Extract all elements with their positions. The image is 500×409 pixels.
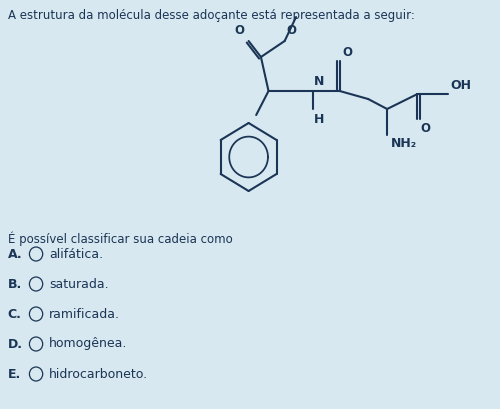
Text: homogênea.: homogênea. xyxy=(50,337,128,351)
Text: hidrocarboneto.: hidrocarboneto. xyxy=(50,368,148,380)
Text: É possível classificar sua cadeia como: É possível classificar sua cadeia como xyxy=(8,231,232,245)
Text: O: O xyxy=(342,46,352,59)
Text: A estrutura da molécula desse adoçante está representada a seguir:: A estrutura da molécula desse adoçante e… xyxy=(8,9,414,22)
Text: E.: E. xyxy=(8,368,21,380)
Text: C.: C. xyxy=(8,308,22,321)
Text: O: O xyxy=(420,122,430,135)
Text: O: O xyxy=(235,24,245,37)
Text: alifática.: alifática. xyxy=(50,247,104,261)
Text: A.: A. xyxy=(8,247,22,261)
Text: N: N xyxy=(314,75,324,88)
Text: O: O xyxy=(286,24,296,37)
Text: B.: B. xyxy=(8,277,22,290)
Text: D.: D. xyxy=(8,337,22,351)
Text: OH: OH xyxy=(450,79,471,92)
Text: saturada.: saturada. xyxy=(50,277,109,290)
Text: ramificada.: ramificada. xyxy=(50,308,120,321)
Text: NH₂: NH₂ xyxy=(391,137,417,150)
Text: H: H xyxy=(314,113,324,126)
